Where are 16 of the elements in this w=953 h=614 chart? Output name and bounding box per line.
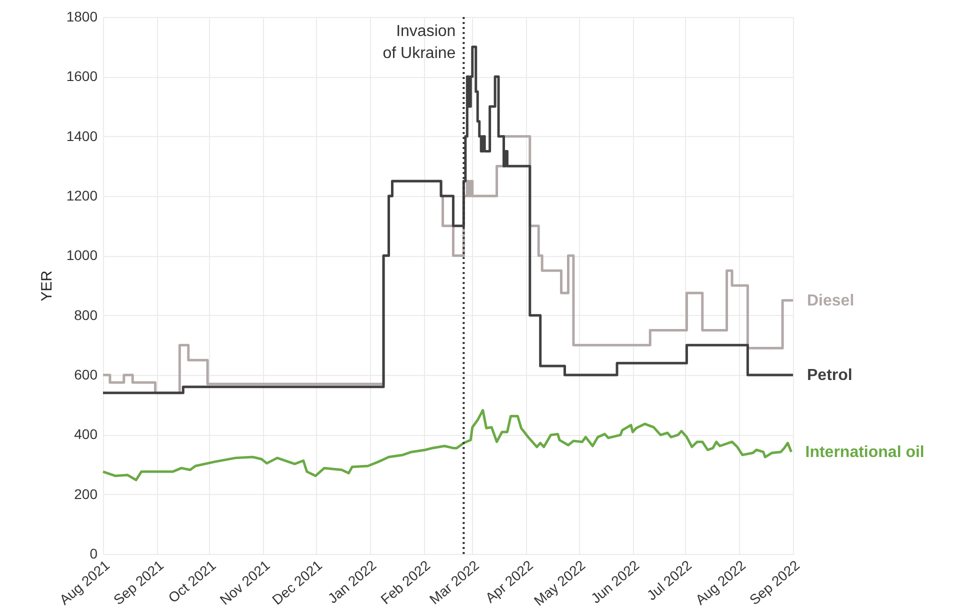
y-tick-label: 400 <box>74 426 98 442</box>
y-tick-label: 800 <box>74 306 98 323</box>
y-tick-label: 1200 <box>66 188 98 204</box>
series-label: Diesel <box>807 292 854 310</box>
series-label: Petrol <box>807 367 852 384</box>
y-tick-label: 600 <box>74 366 98 382</box>
y-tick-label: 200 <box>74 486 98 502</box>
y-tick-label: 1800 <box>66 8 98 24</box>
y-axis-title: YER <box>38 270 56 302</box>
y-tick-label: 1000 <box>66 247 98 264</box>
line-series <box>102 408 793 482</box>
y-tick-label: 1600 <box>66 68 98 84</box>
ref-line-label: Invasion of Ukraine <box>382 23 456 62</box>
y-tick-label: 0 <box>90 546 98 562</box>
series-label: International oil <box>805 444 924 461</box>
y-tick-label: 1400 <box>66 128 98 144</box>
